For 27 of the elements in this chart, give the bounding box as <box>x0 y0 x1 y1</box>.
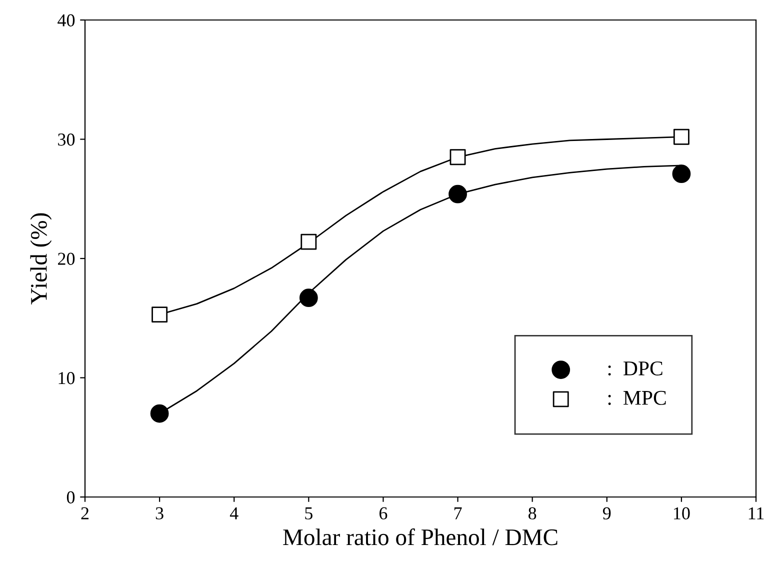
x-axis-title: Molar ratio of Phenol / DMC <box>283 528 558 546</box>
point <box>450 149 466 166</box>
x-tick-label: 2 <box>81 507 89 520</box>
point <box>672 164 691 184</box>
y-axis-title: Yield (%) <box>30 213 52 304</box>
point <box>152 306 168 323</box>
point <box>448 184 467 204</box>
x-tick-label: 11 <box>748 507 764 520</box>
x-tick-label: 9 <box>602 507 611 520</box>
y-tick-label: 20 <box>58 252 75 265</box>
x-tick-label: 7 <box>454 507 462 520</box>
x-tick-label: 6 <box>379 507 388 520</box>
point <box>299 288 318 308</box>
y-tick-label: 0 <box>66 491 75 504</box>
x-tick-label: 10 <box>674 507 690 520</box>
y-tick-label: 30 <box>58 134 75 146</box>
y-tick-label: 10 <box>58 372 75 384</box>
point <box>673 128 690 145</box>
x-tick-label: 8 <box>528 507 536 520</box>
x-tick-label: 4 <box>230 507 238 520</box>
y-tick-label: 40 <box>58 14 75 26</box>
legend-label: : MPC <box>608 390 666 405</box>
x-tick-label: 3 <box>156 507 164 520</box>
point <box>150 404 169 423</box>
point <box>300 234 317 250</box>
legend-label: : DPC <box>608 361 662 376</box>
x-tick-label: 5 <box>305 507 312 520</box>
